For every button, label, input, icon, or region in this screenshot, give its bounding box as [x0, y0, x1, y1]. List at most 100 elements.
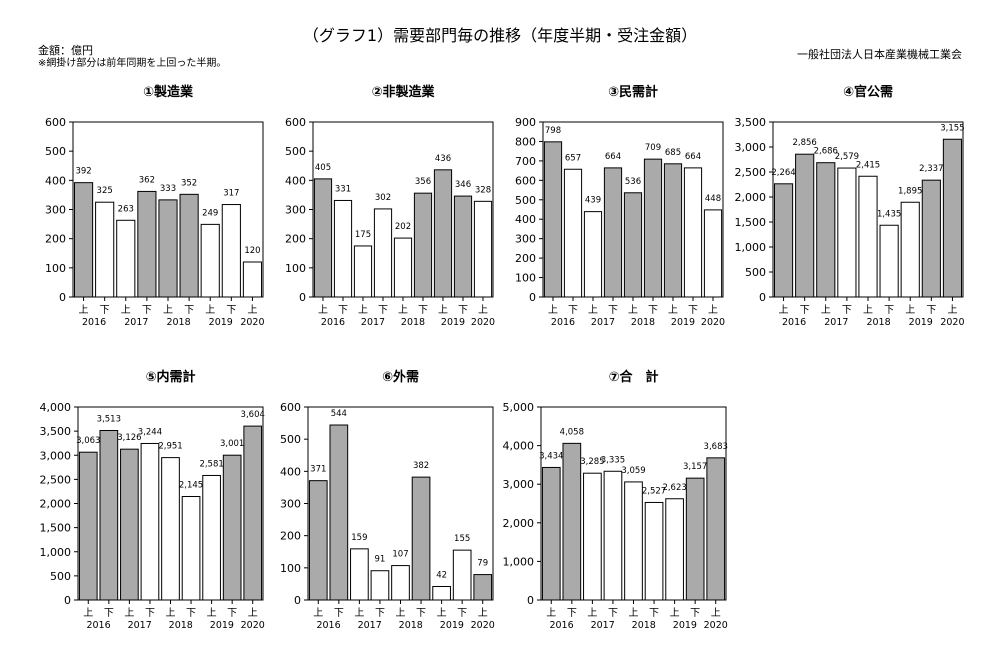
- data-label: 392: [75, 167, 91, 177]
- x-tick-label: 下: [338, 305, 348, 316]
- chart-title: ②非製造業: [371, 84, 435, 100]
- x-tick-label: 上: [588, 304, 598, 316]
- y-tick-label: 400: [285, 174, 306, 187]
- data-label: 331: [335, 184, 351, 194]
- x-tick-label: 下: [608, 608, 618, 619]
- x-tick-label: 上: [905, 304, 915, 316]
- bar: [623, 192, 643, 298]
- y-tick-label: 3,000: [40, 449, 72, 462]
- bar: [222, 454, 242, 601]
- x-tick-label: 上: [779, 304, 789, 316]
- bar: [703, 209, 723, 298]
- bar: [900, 201, 920, 298]
- x-tick-label: 上: [83, 607, 93, 619]
- x-tick-label: 下: [416, 608, 426, 619]
- x-tick-label: 下: [145, 608, 155, 619]
- data-label: 4,058: [560, 427, 584, 437]
- x-tick-label: 上: [354, 607, 364, 619]
- x-tick-label: 上: [548, 304, 558, 316]
- y-tick-label: 300: [285, 204, 306, 217]
- x-tick-label: 下: [186, 608, 196, 619]
- data-label: 346: [455, 180, 471, 190]
- data-label: 3,285: [580, 457, 604, 467]
- data-label: 664: [685, 152, 701, 162]
- bar: [413, 192, 433, 298]
- data-label: 2,415: [856, 160, 880, 170]
- chart-external-demand: ⑥外需 0 100 200 300 400 500 600 371 上 544 下 159 上 91 下 107…: [280, 369, 495, 631]
- data-label: 3,513: [97, 414, 121, 424]
- data-label: 3,001: [220, 439, 244, 449]
- x-tick-label: 上: [546, 607, 556, 619]
- year-label: 2020: [241, 620, 265, 631]
- bar: [73, 182, 94, 298]
- year-label: 2019: [210, 620, 234, 631]
- year-label: 2016: [82, 317, 106, 328]
- chart-total: ⑦合 計 0 1,000 2,000 3,000 4,000 5,000 3,434 上 4,05…: [503, 369, 728, 631]
- data-label: 1,895: [898, 186, 922, 196]
- year-label: 2017: [591, 620, 615, 631]
- y-tick-label: 0: [294, 594, 301, 607]
- x-tick-label: 上: [248, 607, 258, 619]
- y-tick-label: 500: [745, 266, 766, 279]
- bar: [706, 457, 726, 601]
- y-tick-label: 500: [285, 145, 306, 158]
- y-tick-label: 1,500: [40, 522, 72, 535]
- bar: [921, 179, 941, 298]
- data-label: 371: [310, 465, 326, 475]
- bar: [583, 211, 603, 298]
- data-label: 3,335: [601, 455, 625, 465]
- y-tick-label: 3,000: [503, 478, 535, 491]
- data-label: 2,264: [771, 168, 795, 178]
- chart-title: ⑥外需: [382, 369, 419, 385]
- data-label: 159: [351, 533, 367, 543]
- data-label: 79: [477, 559, 488, 569]
- bar: [541, 466, 561, 601]
- y-tick-label: 4,000: [503, 440, 535, 453]
- y-tick-label: 100: [515, 272, 536, 285]
- x-tick-label: 上: [629, 607, 639, 619]
- bar: [140, 442, 160, 601]
- y-tick-label: 500: [45, 145, 66, 158]
- data-label: 2,581: [199, 459, 223, 469]
- data-label: 536: [625, 177, 641, 187]
- bar: [242, 261, 263, 298]
- x-tick-label: 上: [207, 607, 217, 619]
- data-label: 3,604: [241, 410, 265, 420]
- data-label: 120: [244, 246, 260, 256]
- bar: [313, 178, 333, 298]
- data-label: 263: [118, 204, 134, 214]
- x-tick-label: 下: [227, 608, 237, 619]
- year-label: 2016: [551, 317, 575, 328]
- data-label: 3,434: [539, 451, 563, 461]
- y-tick-label: 200: [45, 233, 66, 246]
- bar: [603, 167, 623, 298]
- data-label: 175: [355, 230, 371, 240]
- data-label: 3,157: [683, 462, 707, 472]
- x-tick-label: 下: [800, 305, 810, 316]
- y-tick-label: 400: [45, 174, 66, 187]
- year-label: 2016: [321, 317, 345, 328]
- bar: [243, 425, 263, 601]
- x-tick-label: 上: [358, 304, 368, 316]
- x-tick-label: 下: [100, 305, 110, 316]
- bar: [393, 237, 413, 298]
- year-label: 2019: [440, 620, 464, 631]
- y-tick-label: 600: [285, 116, 306, 129]
- year-label: 2019: [209, 317, 233, 328]
- x-tick-label: 上: [438, 304, 448, 316]
- data-label: 302: [375, 193, 391, 203]
- y-tick-label: 500: [50, 570, 71, 583]
- bar: [543, 141, 563, 298]
- x-tick-label: 下: [457, 608, 467, 619]
- x-tick-label: 下: [842, 305, 852, 316]
- data-label: 1,435: [877, 209, 901, 219]
- y-tick-label: 1,000: [40, 546, 72, 559]
- bar: [683, 167, 703, 298]
- y-tick-label: 2,500: [40, 473, 72, 486]
- bar: [95, 201, 115, 298]
- y-tick-label: 300: [515, 233, 536, 246]
- bar: [837, 167, 857, 298]
- page-title: （グラフ1）需要部門毎の推移（年度半期・受注金額）: [302, 26, 698, 45]
- bar: [432, 585, 451, 601]
- bar: [644, 501, 664, 601]
